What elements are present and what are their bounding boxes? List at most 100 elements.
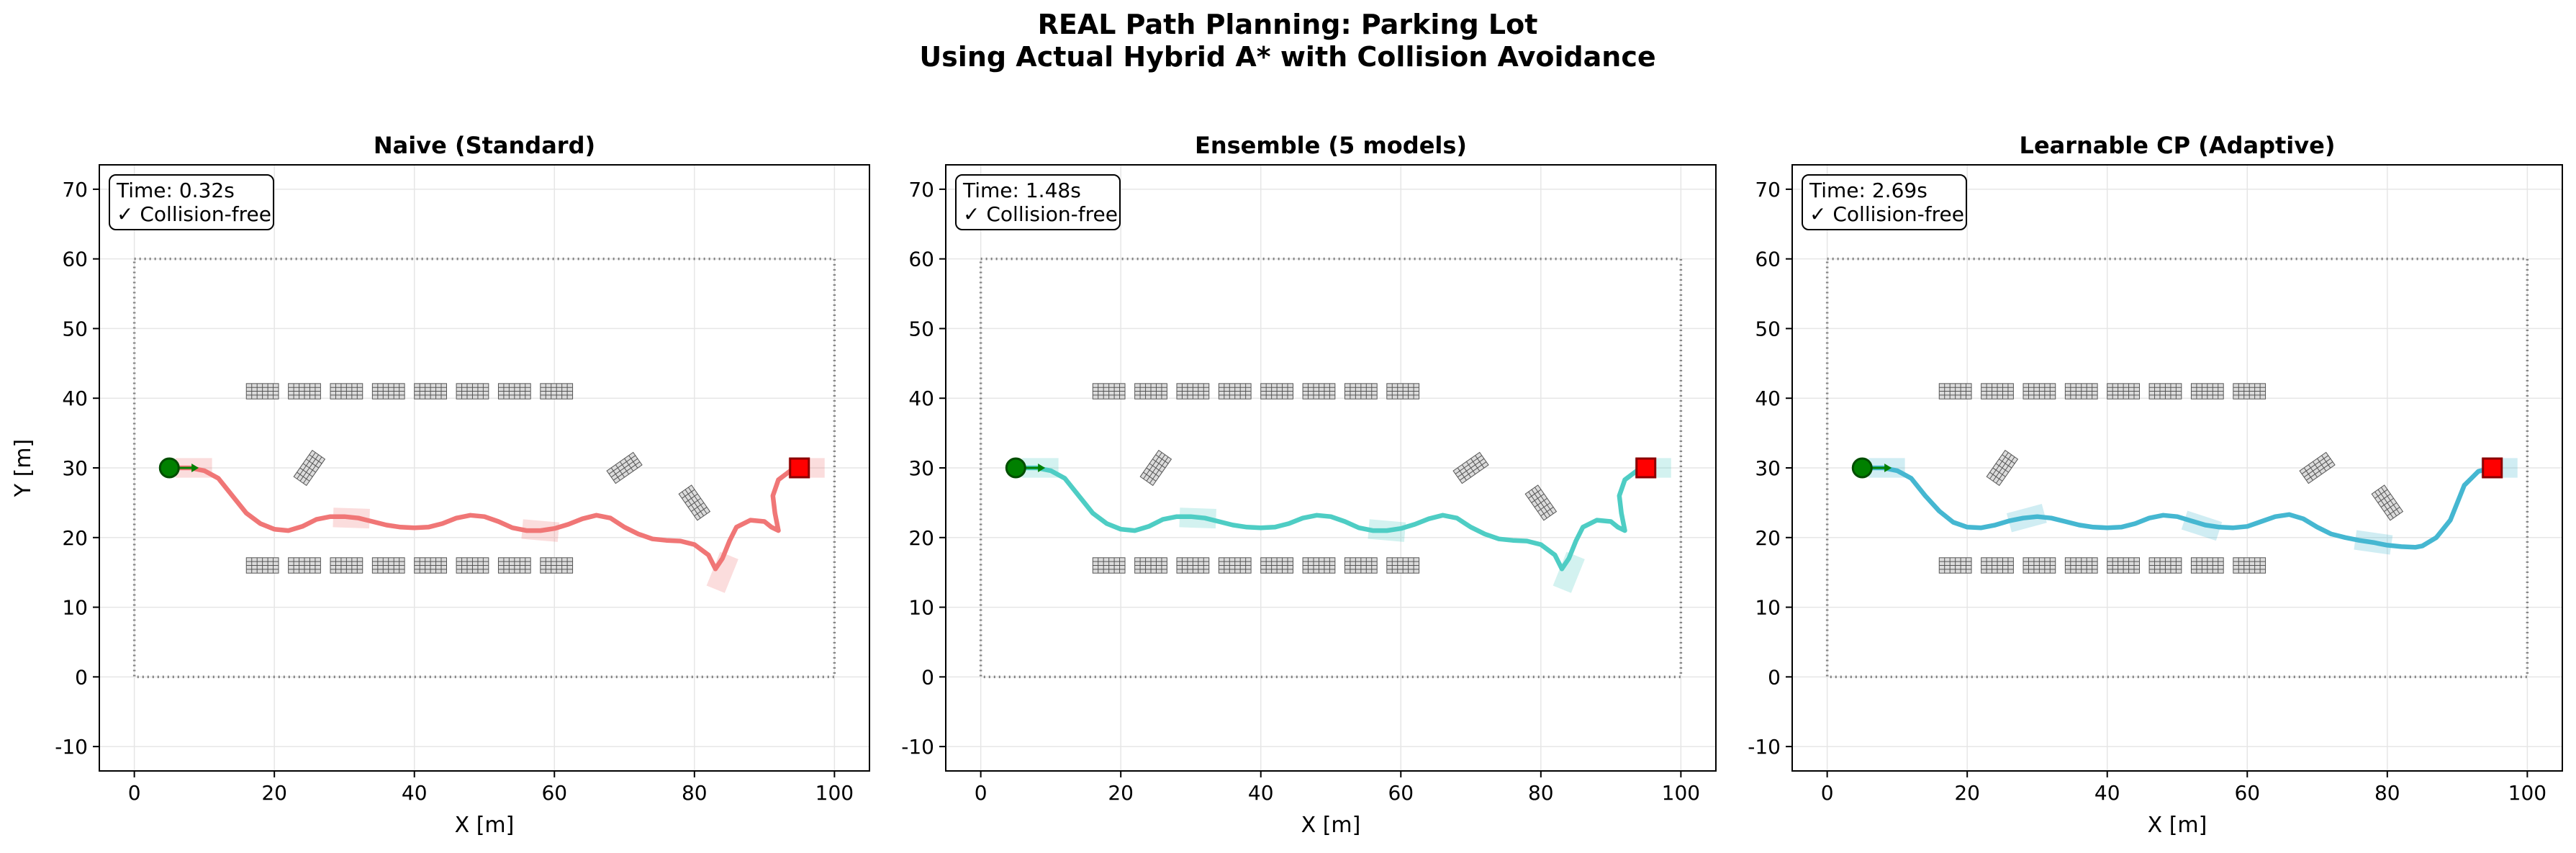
- x-tick-label: 0: [1821, 781, 1834, 805]
- obstacle-hatch: [2306, 461, 2333, 481]
- obstacle-hatch: [299, 454, 320, 482]
- x-tick-label: 60: [541, 781, 567, 805]
- y-axis-label: Y [m]: [11, 439, 36, 498]
- start-heading-arrowhead: [1884, 464, 1892, 472]
- panel-1: 0 20 40 60 80 100 -10 0 10 20 30 40 50 60 70 Naive (Sta…: [11, 132, 870, 838]
- y-tick-label: 20: [1755, 526, 1781, 550]
- obstacle-car: [456, 557, 489, 574]
- obstacle-hatch: [684, 489, 705, 517]
- info-box: [1802, 174, 1967, 230]
- obstacle-car: [414, 557, 447, 574]
- start-heading-arrowhead: [1038, 464, 1046, 472]
- plot-area: [1825, 257, 2529, 679]
- panel-title: Learnable CP (Adaptive): [2020, 132, 2336, 159]
- obstacle-car: [288, 383, 321, 400]
- planned-path: [1013, 465, 1648, 572]
- y-tick-label: 60: [62, 248, 88, 271]
- goal-marker: [1635, 457, 1657, 479]
- plot-area: [979, 257, 1683, 679]
- obstacle-hatch: [1146, 454, 1166, 482]
- x-tick-label: 40: [2094, 781, 2120, 805]
- obstacle-car: [1139, 449, 1172, 487]
- obstacle-car: [1092, 383, 1126, 400]
- panel-title: Naive (Standard): [374, 132, 595, 159]
- obstacle-car: [2148, 557, 2182, 574]
- obstacle-car: [1938, 383, 1972, 400]
- panel-2: 0 20 40 60 80 100 -10 0 10 20 30 40 50 60 70 Ensemble (…: [901, 132, 1717, 838]
- obstacle-car: [1386, 383, 1420, 400]
- info-time: Time: 1.48s: [962, 179, 1081, 202]
- y-tick-label: 0: [1768, 665, 1781, 689]
- info-box: [955, 174, 1121, 230]
- obstacle-car: [540, 383, 574, 400]
- y-tick-label: 10: [62, 596, 88, 620]
- obstacle-car: [2190, 557, 2224, 574]
- y-tick-label: 10: [908, 596, 934, 620]
- obstacle-car: [1386, 557, 1420, 574]
- goal-marker: [2482, 457, 2503, 479]
- panel-title: Ensemble (5 models): [1195, 132, 1467, 159]
- obstacle-car: [1134, 557, 1167, 574]
- y-tick-label: 20: [62, 526, 88, 550]
- y-tick-label: 40: [1755, 387, 1781, 410]
- obstacle-car: [1092, 557, 1126, 574]
- obstacle-car: [371, 383, 405, 400]
- start-heading-arrowhead: [191, 464, 199, 472]
- obstacle-hatch: [1989, 452, 2009, 479]
- obstacle-hatch: [608, 455, 636, 474]
- y-tick-label: -10: [901, 735, 934, 759]
- obstacle-car: [2023, 557, 2056, 574]
- obstacle-car: [2233, 383, 2267, 400]
- y-tick-label: 70: [908, 178, 934, 202]
- x-axis-label: X [m]: [455, 813, 515, 838]
- x-tick-label: 20: [261, 781, 287, 805]
- start-marker: [158, 457, 180, 479]
- start-marker: [1005, 457, 1026, 479]
- obstacle-car: [2023, 383, 2056, 400]
- obstacle-car: [2064, 383, 2098, 400]
- y-tick-label: 60: [1755, 248, 1781, 271]
- obstacle-car: [1176, 557, 1210, 574]
- y-tick-label: 60: [908, 248, 934, 271]
- figure-title-line1: REAL Path Planning: Parking Lot: [1038, 9, 1538, 40]
- obstacle-car: [456, 383, 489, 400]
- obstacle-hatch: [1534, 487, 1554, 514]
- x-tick-label: 40: [402, 781, 428, 805]
- info-status: ✓ Collision-free: [1809, 202, 1964, 226]
- y-tick-label: 40: [908, 387, 934, 410]
- uncertainty-box: [706, 551, 738, 593]
- obstacle-hatch: [297, 452, 316, 479]
- obstacle-car: [1260, 557, 1293, 574]
- obstacle-hatch: [2374, 491, 2394, 519]
- obstacle-car: [1344, 383, 1378, 400]
- obstacle-car: [2064, 557, 2098, 574]
- obstacle-car: [2148, 383, 2182, 400]
- obstacle-car: [2299, 451, 2336, 484]
- obstacle-car: [1524, 484, 1558, 521]
- obstacle-car: [245, 383, 279, 400]
- goal-marker: [789, 457, 810, 479]
- y-tick-label: 30: [1755, 456, 1781, 480]
- x-tick-label: 60: [1388, 781, 1414, 805]
- y-tick-label: 40: [62, 387, 88, 410]
- obstacle-car: [1986, 449, 2019, 487]
- info-time: Time: 0.32s: [116, 179, 235, 202]
- obstacle-car: [288, 557, 321, 574]
- obstacle-car: [330, 557, 363, 574]
- obstacle-car: [1134, 383, 1167, 400]
- y-tick-label: -10: [55, 735, 88, 759]
- obstacle-car: [245, 557, 279, 574]
- x-tick-label: 0: [128, 781, 141, 805]
- obstacle-car: [606, 451, 643, 484]
- y-tick-label: 20: [908, 526, 934, 550]
- obstacle-car: [1176, 383, 1210, 400]
- obstacle-hatch: [682, 491, 701, 519]
- obstacle-hatch: [1528, 491, 1547, 519]
- obstacle-hatch: [687, 487, 708, 514]
- obstacle-car: [1344, 557, 1378, 574]
- obstacle-hatch: [610, 458, 638, 478]
- obstacle-car: [1218, 383, 1252, 400]
- obstacle-car: [330, 383, 363, 400]
- info-status: ✓ Collision-free: [963, 202, 1118, 226]
- obstacle-car: [2371, 484, 2404, 521]
